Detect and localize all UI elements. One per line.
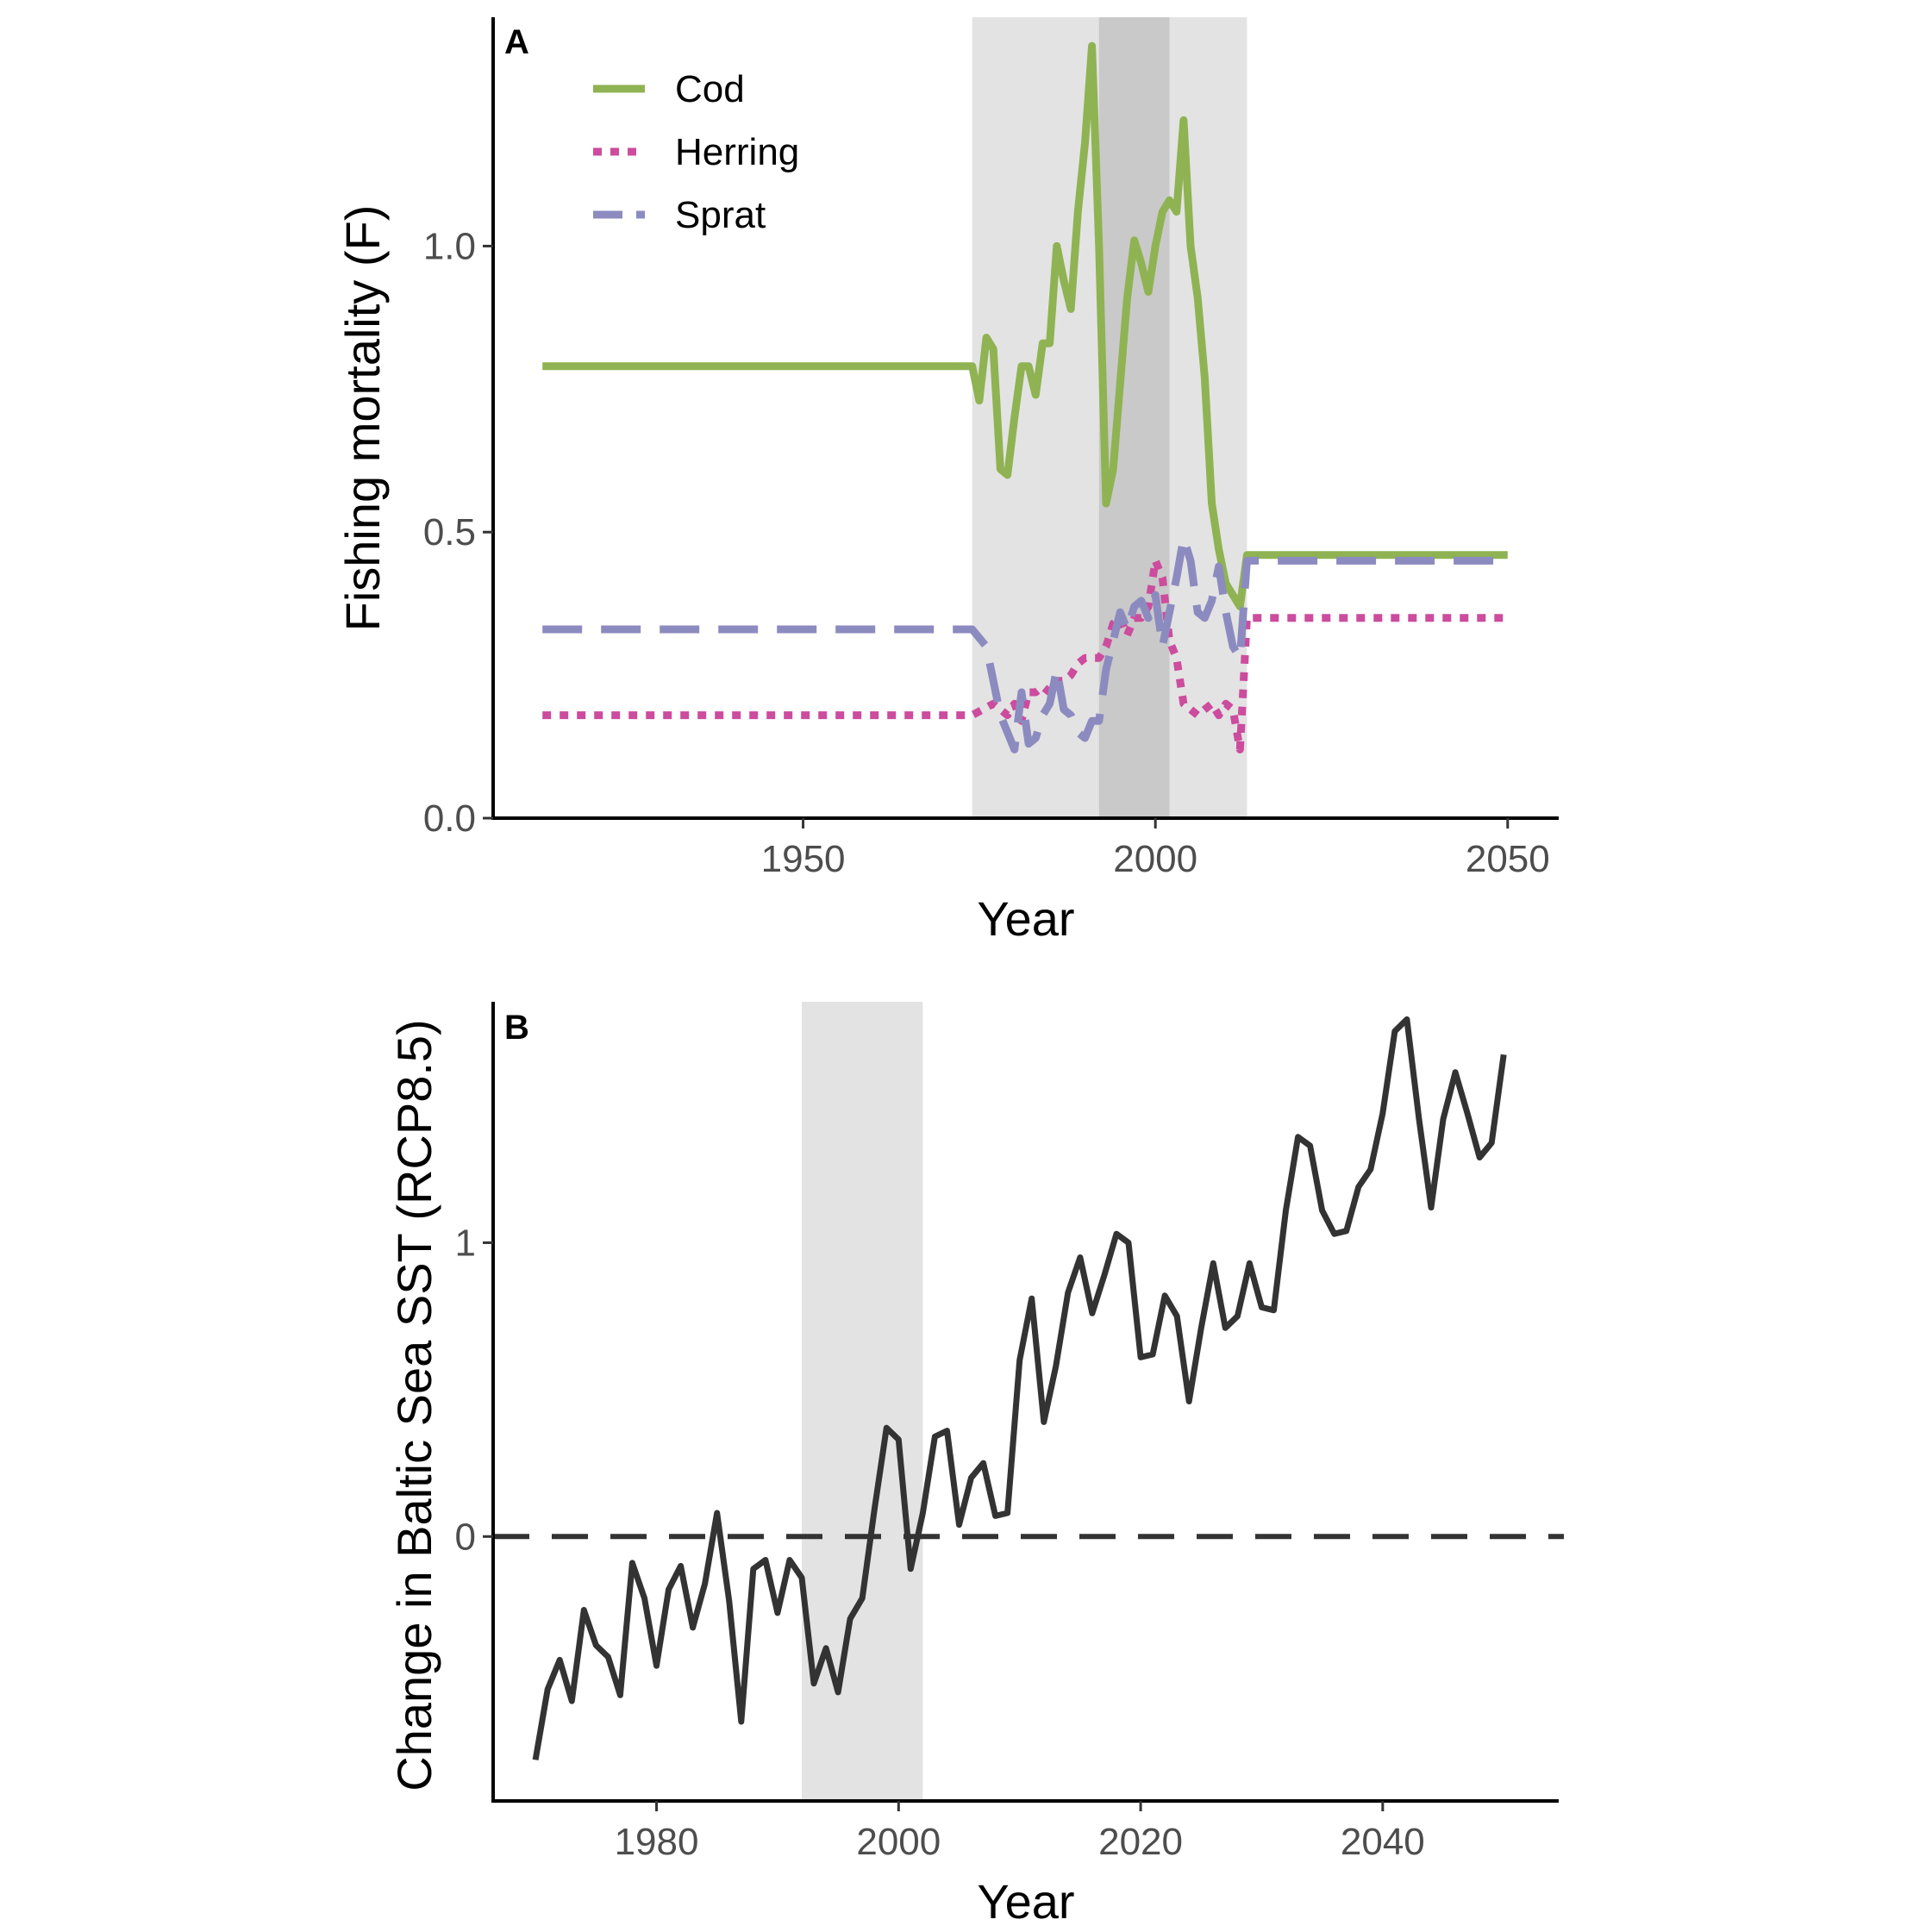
y-tick-label: 0.5	[423, 511, 476, 553]
shaded-period-1992-2002	[1098, 17, 1170, 818]
panel-b-y-ticks: 01	[455, 1222, 493, 1558]
panel-b-shaded-periods	[801, 1002, 923, 1801]
panel-a-fishing-mortality-chart: 0.0 0.5 1.0 1950 2000 2050 A Year Fishing mo…	[335, 17, 1559, 946]
panel-b-series-lines	[532, 1016, 1507, 1760]
x-tick-label: 2050	[1466, 838, 1550, 880]
y-tick-label: 0.0	[423, 797, 476, 840]
y-tick-label: 1.0	[423, 225, 476, 267]
panel-b-tag: B	[504, 1009, 529, 1047]
panel-a-x-axis-title: Year	[977, 891, 1074, 946]
panel-b-y-axis-title: Change in Baltic Sea SST (RCP8.5)	[387, 1019, 441, 1791]
panel-a-y-ticks: 0.0 0.5 1.0	[423, 225, 493, 840]
series-line-cod	[542, 41, 1508, 610]
panel-a-tag: A	[504, 23, 529, 61]
panel-b-sst-change-chart: 01 1980 2000 2020 2040 B Year Change in Bal…	[387, 1002, 1564, 1929]
panel-b-x-ticks: 1980 2000 2020 2040	[615, 1801, 1425, 1863]
series-line-sprat	[542, 534, 1508, 753]
shaded-period-1992-2002	[801, 1002, 923, 1801]
x-tick-label: 1980	[615, 1821, 699, 1863]
panel-a-x-ticks: 1950 2000 2050	[761, 818, 1550, 880]
y-tick-label: 0	[455, 1516, 476, 1558]
legend-label-sprat: Sprat	[675, 194, 766, 236]
series-line-herring	[542, 556, 1508, 753]
x-tick-label: 2020	[1098, 1821, 1183, 1863]
x-tick-label: 1950	[761, 838, 846, 880]
x-tick-label: 2000	[1113, 838, 1197, 880]
panel-b-x-axis-title: Year	[977, 1874, 1074, 1929]
x-tick-label: 2040	[1341, 1821, 1425, 1863]
y-tick-label: 1	[455, 1222, 476, 1264]
x-tick-label: 2000	[856, 1821, 941, 1863]
series-line-sst-change	[532, 1016, 1507, 1760]
legend-label-herring: Herring	[675, 131, 799, 173]
legend-label-cod: Cod	[675, 68, 745, 110]
panel-a-series-lines	[542, 41, 1508, 753]
panel-a-y-axis-title: Fishing mortality (F)	[335, 205, 390, 632]
panel-a-legend: Cod Herring Sprat	[593, 68, 799, 236]
